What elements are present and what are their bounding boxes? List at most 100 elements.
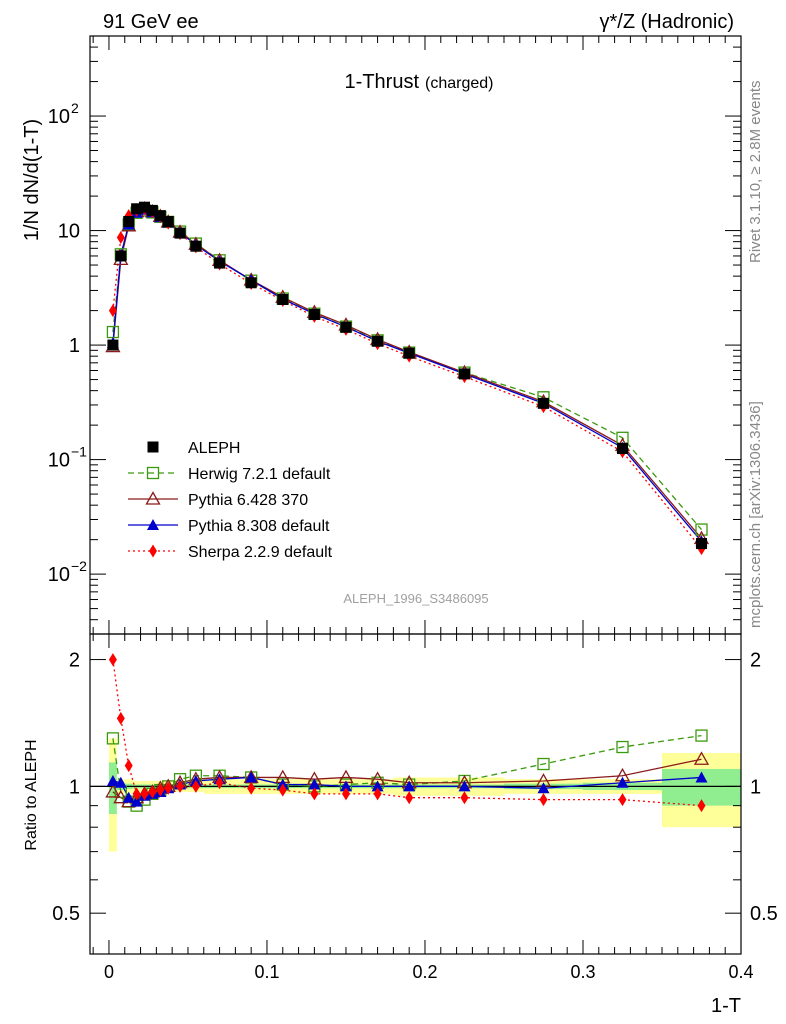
ratio-point	[371, 780, 384, 792]
legend-marker	[149, 544, 157, 558]
series-line	[112, 208, 702, 539]
ratio-point	[695, 771, 708, 783]
data-point	[154, 210, 166, 222]
x-tick-label: 0.2	[412, 962, 437, 982]
y-tick-label: 10	[48, 450, 70, 472]
data-point	[131, 203, 143, 215]
ratio-point	[130, 795, 143, 807]
data-point	[695, 523, 708, 536]
ratio-point	[106, 732, 120, 745]
data-point	[403, 347, 415, 359]
ratio-y-tick-label-right: 2	[750, 650, 761, 672]
ratio-point	[693, 751, 710, 765]
y-tick-label: 10	[58, 221, 80, 243]
ratio-point	[106, 774, 119, 786]
y-tick-label: 10	[48, 564, 70, 586]
legend-marker	[146, 466, 160, 480]
ratio-point	[697, 799, 706, 813]
mcplots-label: mcplots.cern.ch [arXiv:1306.3436]	[747, 401, 764, 628]
ratio-point	[108, 653, 117, 667]
ratio-point	[616, 740, 629, 754]
data-point	[139, 201, 151, 213]
ratio-y-tick-label-right: 1	[750, 776, 761, 798]
ratio-point	[339, 780, 352, 792]
legend-label: ALEPH	[188, 440, 240, 457]
ratio-ylabel: Ratio to ALEPH	[23, 739, 40, 850]
ratio-point	[618, 793, 627, 807]
data-point	[108, 304, 117, 318]
data-point	[162, 215, 174, 227]
data-point	[115, 250, 127, 262]
x-tick-label: 0.3	[570, 962, 595, 982]
data-point	[123, 215, 135, 227]
ratio-point	[403, 780, 416, 792]
y-tick-exponent: −2	[71, 558, 87, 574]
plot-subtitle: (charged)	[425, 75, 493, 92]
ratio-point	[132, 787, 141, 801]
legend-marker	[145, 491, 161, 505]
ratio-point	[105, 784, 121, 798]
x-tick-label: 0.1	[254, 962, 279, 982]
x-tick-label: 0.4	[728, 962, 753, 982]
rivet-label: Rivet 3.1.10, ≥ 2.8M events	[747, 81, 764, 264]
ratio-point	[537, 757, 550, 771]
ratio-point	[537, 782, 550, 794]
data-point	[616, 443, 628, 455]
analysis-id: ALEPH_1996_S3486095	[343, 591, 488, 606]
data-point	[107, 339, 119, 351]
ratio-point	[156, 783, 165, 797]
data-point	[277, 294, 289, 306]
data-point	[308, 308, 320, 320]
ratio-point	[113, 789, 129, 804]
data-point	[458, 368, 470, 380]
ratio-point	[539, 793, 548, 807]
ratio-point	[140, 787, 149, 801]
legend-marker	[147, 441, 159, 453]
ratio-point	[176, 779, 185, 793]
y-tick-label: 10	[48, 106, 70, 128]
legend: ALEPH Herwig 7.2.1 default Pythia 6.428 37…	[128, 440, 333, 561]
y-tick-label: 1	[69, 335, 80, 357]
x-tick-label: 0	[104, 962, 114, 982]
data-point	[116, 230, 125, 244]
ratio-point	[215, 776, 224, 790]
ratio-point	[191, 779, 200, 793]
ratio-point	[341, 787, 350, 801]
ratio-point	[310, 787, 319, 801]
data-point	[245, 277, 257, 289]
ratio-y-tick-label: 1	[69, 776, 80, 798]
ratio-point	[164, 781, 173, 795]
ratio-frame	[89, 633, 742, 955]
data-point	[537, 397, 549, 409]
header-left: 91 GeV ee	[103, 11, 199, 33]
ratio-y-tick-label: 0.5	[52, 903, 80, 925]
ratio-point	[247, 781, 256, 795]
ratio-point	[373, 787, 382, 801]
ratio-point	[114, 776, 127, 788]
ratio-point	[124, 759, 133, 773]
legend-label: Pythia 6.428 370	[188, 492, 308, 509]
y-tick-exponent: 2	[71, 100, 79, 116]
header-right: γ*/Z (Hadronic)	[600, 11, 734, 33]
data-point	[340, 321, 352, 333]
main-ylabel: 1/N dN/d(1-T)	[21, 119, 43, 241]
data-point	[214, 257, 226, 269]
ratio-point	[148, 785, 157, 799]
ratio-point	[616, 776, 629, 788]
data-point	[695, 538, 707, 550]
legend-label: Pythia 8.308 default	[188, 518, 330, 535]
ratio-point	[460, 791, 469, 805]
data-point	[146, 204, 158, 216]
ratio-point	[695, 729, 708, 742]
ratio-point	[458, 780, 471, 792]
legend-label: Sherpa 2.2.9 default	[188, 544, 333, 561]
ratio-y-tick-label: 2	[69, 650, 80, 672]
ratio-point	[116, 711, 125, 725]
y-tick-exponent: −1	[71, 444, 87, 460]
data-point	[190, 240, 202, 252]
ratio-point	[308, 778, 321, 790]
ratio-point	[405, 791, 414, 805]
data-point	[174, 227, 186, 239]
